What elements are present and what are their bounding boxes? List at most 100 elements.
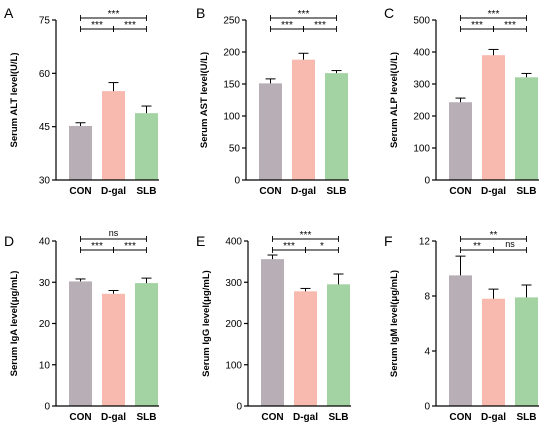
panel-letter: D <box>4 233 14 249</box>
y-tick-label: 200 <box>413 112 430 123</box>
x-tick-label: CON <box>449 412 471 423</box>
y-tick-label: 400 <box>413 48 430 59</box>
x-tick-label: CON <box>69 186 91 197</box>
bar-d-gal <box>482 298 505 406</box>
significance-label: ns <box>505 239 515 249</box>
y-tick-label: 100 <box>223 112 240 123</box>
bar-slb <box>325 73 348 180</box>
y-tick-label: 150 <box>223 80 240 91</box>
y-tick-label: 20 <box>39 319 51 330</box>
y-tick-label: 60 <box>39 69 51 80</box>
significance-label: *** <box>298 9 310 20</box>
y-axis-label: Serum AST level(U/L) <box>199 52 210 148</box>
x-tick-label: D-gal <box>481 186 506 197</box>
bar-d-gal <box>482 55 505 181</box>
bar-con <box>69 281 92 406</box>
significance-label: * <box>320 241 324 252</box>
y-tick-label: 30 <box>39 176 51 187</box>
y-tick-label: 300 <box>413 80 430 91</box>
y-tick-label: 8 <box>424 292 430 303</box>
panel-f: F Serum IgM level(μg/mL) CON D-gal SLB 0 4 8 12 *… <box>384 230 539 423</box>
y-tick-label: 12 <box>419 237 431 248</box>
bar-con <box>449 275 472 406</box>
significance-label: *** <box>108 9 120 20</box>
y-tick-label: 0 <box>424 176 430 187</box>
x-tick-label: SLB <box>137 412 157 423</box>
y-tick-label: 100 <box>225 360 242 371</box>
significance-label: ** <box>473 241 481 252</box>
y-tick-label: 300 <box>225 278 242 289</box>
bar-con <box>259 83 282 180</box>
y-tick-label: 30 <box>39 278 51 289</box>
bar-slb <box>327 284 350 406</box>
significance-label: ns <box>109 228 119 238</box>
y-axis-label: Serum IgA level(μg/mL) <box>9 271 20 377</box>
bar-slb <box>515 297 538 406</box>
y-axis-label: Serum ALP level(U/L) <box>389 52 400 148</box>
significance-label: *** <box>124 20 136 31</box>
x-tick-label: SLB <box>327 186 347 197</box>
y-tick-label: 40 <box>39 237 51 248</box>
y-tick-label: 400 <box>225 237 242 248</box>
x-tick-label: CON <box>69 412 91 423</box>
y-tick-label: 0 <box>44 402 50 413</box>
x-tick-label: SLB <box>329 412 349 423</box>
panel-letter: C <box>384 5 394 21</box>
bar-slb <box>515 77 538 180</box>
x-tick-label: SLB <box>517 412 537 423</box>
panel-b: B Serum AST level(U/L) CON D-gal SLB 0 50 100 15… <box>196 5 349 197</box>
y-axis-label: Serum IgM level(μg/mL) <box>389 270 400 377</box>
bar-con <box>69 125 92 180</box>
bar-d-gal <box>292 59 315 180</box>
significance-label: *** <box>471 20 483 31</box>
panel-c: C Serum ALP level(U/L) CON D-gal SLB 0 100 200 3… <box>384 5 539 197</box>
panel-d: D Serum IgA level(μg/mL) CON D-gal SLB 0 10 20 3… <box>4 228 159 423</box>
significance-label: *** <box>124 241 136 252</box>
x-tick-label: SLB <box>137 186 157 197</box>
x-tick-label: SLB <box>517 186 537 197</box>
panel-letter: E <box>196 233 205 249</box>
x-tick-label: CON <box>449 186 471 197</box>
y-tick-label: 4 <box>424 347 430 358</box>
x-tick-label: D-gal <box>291 186 316 197</box>
y-tick-label: 45 <box>39 122 51 133</box>
significance-label: *** <box>91 20 103 31</box>
bar-con <box>261 259 284 406</box>
significance-label: *** <box>314 20 326 31</box>
bar-slb <box>135 283 158 406</box>
significance-label: *** <box>281 20 293 31</box>
y-tick-label: 0 <box>234 176 240 187</box>
bar-d-gal <box>294 291 317 406</box>
bar-d-gal <box>102 293 125 406</box>
x-tick-label: D-gal <box>101 186 126 197</box>
y-axis-label: Serum ALT level(U/L) <box>9 52 20 147</box>
bar-slb <box>135 113 158 180</box>
x-tick-label: D-gal <box>293 412 318 423</box>
x-tick-label: CON <box>259 186 281 197</box>
x-tick-label: CON <box>261 412 283 423</box>
panel-e: E Serum IgG level(μg/mL) CON D-gal SLB 0 100 20… <box>196 230 351 423</box>
significance-label: *** <box>283 241 295 252</box>
x-tick-label: D-gal <box>481 412 506 423</box>
y-tick-label: 0 <box>424 402 430 413</box>
y-tick-label: 50 <box>229 144 241 155</box>
bar-con <box>449 102 472 180</box>
significance-label: ** <box>490 230 498 241</box>
y-tick-label: 250 <box>223 16 240 27</box>
y-tick-label: 200 <box>225 319 242 330</box>
y-tick-label: 10 <box>39 360 51 371</box>
bar-d-gal <box>102 91 125 180</box>
panel-a: A Serum ALT level(U/L) CON D-gal SLB 30 45 60 75… <box>4 5 159 197</box>
significance-label: *** <box>504 20 516 31</box>
panel-letter: F <box>384 233 393 249</box>
significance-label: *** <box>488 9 500 20</box>
y-tick-label: 0 <box>236 402 242 413</box>
panel-letter: A <box>4 5 14 21</box>
y-tick-label: 100 <box>413 144 430 155</box>
significance-label: *** <box>300 230 312 241</box>
x-tick-label: D-gal <box>101 412 126 423</box>
y-tick-label: 500 <box>413 16 430 27</box>
y-axis-label: Serum IgG level(μg/mL) <box>201 270 212 377</box>
y-tick-label: 200 <box>223 48 240 59</box>
